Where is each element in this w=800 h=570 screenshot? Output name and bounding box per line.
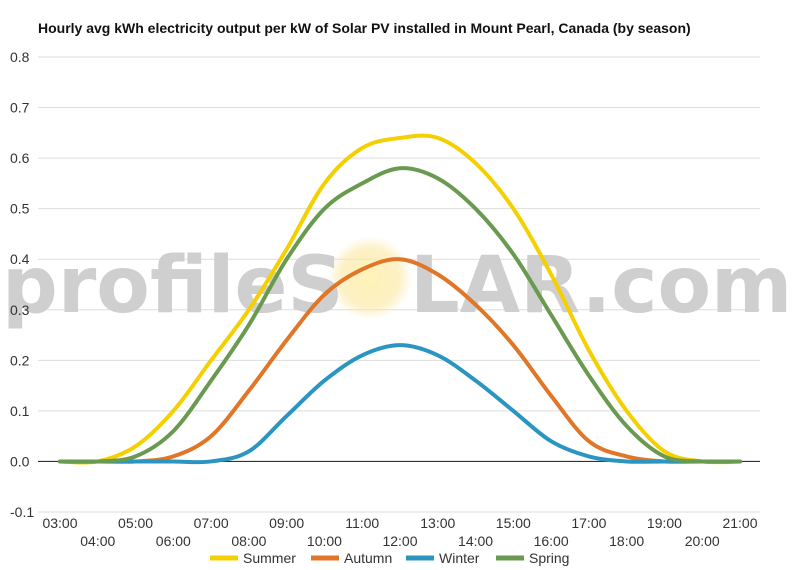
watermark-text-left: profileS [2, 241, 344, 331]
legend-label-autumn: Autumn [344, 550, 392, 566]
x-tick-label: 20:00 [685, 533, 720, 549]
legend: Summer Autumn Winter Spring [210, 550, 569, 566]
x-tick-label: 17:00 [571, 515, 606, 531]
x-tick-label: 10:00 [307, 533, 342, 549]
x-tick-label: 16:00 [534, 533, 569, 549]
x-tick-label: 11:00 [345, 515, 379, 531]
series-lines [58, 133, 742, 465]
y-tick-label: 0.2 [10, 352, 30, 368]
watermark: profileS LAR.com [2, 236, 792, 331]
y-tick-label: 0.1 [10, 403, 30, 419]
x-tick-label: 14:00 [458, 533, 493, 549]
x-tick-label: 06:00 [156, 533, 191, 549]
y-tick-label: 0.5 [10, 201, 30, 217]
series-line-summer [58, 133, 742, 465]
legend-label-winter: Winter [439, 550, 480, 566]
x-tick-label: 08:00 [231, 533, 266, 549]
x-tick-label: 03:00 [42, 515, 77, 531]
y-tick-label: 0.4 [10, 251, 30, 267]
x-tick-label: 09:00 [269, 515, 304, 531]
y-tick-label: 0.8 [10, 49, 30, 65]
x-tick-label: 05:00 [118, 515, 153, 531]
x-tick-label: 07:00 [194, 515, 229, 531]
x-tick-label: 19:00 [647, 515, 682, 531]
x-tick-label: 13:00 [420, 515, 455, 531]
series-line-spring [58, 166, 742, 464]
y-tick-label: -0.1 [10, 504, 34, 520]
y-tick-label: 0.3 [10, 302, 30, 318]
y-tick-label: 0.7 [10, 100, 30, 116]
y-axis-ticks: 0.8 0.7 0.6 0.5 0.4 0.3 0.2 0.1 0.0 -0.1 [10, 49, 34, 520]
watermark-sun-icon [328, 236, 412, 320]
chart-title: Hourly avg kWh electricity output per kW… [38, 20, 691, 36]
x-tick-label: 15:00 [496, 515, 531, 531]
watermark-text-right: LAR.com [410, 241, 792, 331]
y-tick-label: 0.0 [10, 453, 30, 469]
legend-label-summer: Summer [243, 550, 296, 566]
x-axis-ticks: 03:00 05:00 07:00 09:00 11:00 13:00 15:00 17:00… [42, 515, 757, 549]
legend-label-spring: Spring [529, 550, 569, 566]
series-line-autumn [58, 257, 742, 464]
series-line-winter [58, 343, 742, 465]
x-tick-label: 21:00 [722, 515, 757, 531]
x-tick-label: 04:00 [80, 533, 115, 549]
x-tick-label: 12:00 [382, 533, 417, 549]
x-tick-label: 18:00 [609, 533, 644, 549]
y-tick-label: 0.6 [10, 150, 30, 166]
